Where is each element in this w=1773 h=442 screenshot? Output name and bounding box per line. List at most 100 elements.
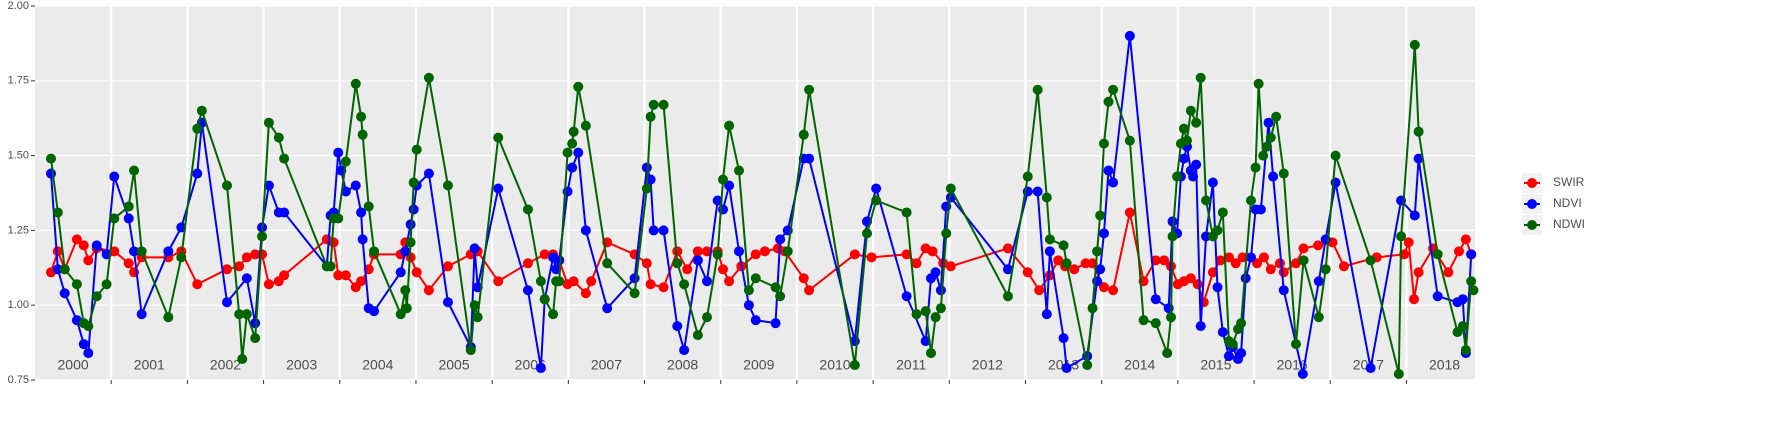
data-point: [1022, 267, 1033, 278]
data-point: [568, 126, 579, 137]
data-point: [775, 234, 786, 245]
data-point: [1265, 132, 1276, 143]
data-point: [1297, 369, 1308, 380]
data-point: [493, 276, 504, 287]
data-point: [52, 246, 63, 257]
data-point: [1443, 267, 1454, 278]
data-point: [580, 120, 591, 131]
data-point: [770, 282, 781, 293]
data-point: [1460, 345, 1471, 356]
data-point: [400, 246, 411, 257]
data-point: [1255, 204, 1266, 215]
legend-label: SWIR: [1553, 175, 1585, 189]
data-point: [1262, 141, 1272, 152]
data-point: [645, 111, 656, 122]
data-point: [1403, 237, 1414, 248]
data-point: [724, 276, 735, 287]
data-point: [1227, 339, 1238, 350]
data-point: [1032, 186, 1043, 197]
data-point: [804, 285, 815, 296]
data-point: [1002, 291, 1013, 302]
data-point: [1087, 303, 1098, 314]
data-point: [804, 153, 815, 164]
data-point: [567, 138, 578, 149]
data-point: [192, 279, 203, 290]
data-point: [849, 360, 860, 371]
data-point: [78, 240, 89, 251]
data-point: [1103, 96, 1114, 107]
data-point: [52, 207, 63, 218]
data-point: [250, 249, 261, 260]
data-point: [1080, 258, 1091, 269]
data-point: [1432, 249, 1443, 260]
data-point: [712, 195, 723, 206]
data-point: [469, 243, 480, 254]
data-point: [568, 276, 579, 287]
data-point: [136, 246, 147, 257]
data-point: [1058, 240, 1069, 251]
data-point: [423, 72, 434, 83]
data-point: [340, 186, 351, 197]
data-point: [750, 315, 761, 326]
data-point: [279, 153, 290, 164]
data-point: [176, 252, 187, 263]
data-point: [1069, 264, 1080, 275]
data-point: [759, 246, 770, 257]
data-point: [1236, 318, 1247, 329]
data-point: [692, 255, 703, 266]
data-point: [1044, 246, 1055, 257]
data-point: [465, 345, 476, 356]
data-point: [1092, 246, 1103, 257]
data-point: [770, 318, 781, 329]
data-point: [1061, 258, 1072, 269]
data-point: [1460, 234, 1471, 245]
data-point: [1268, 171, 1279, 182]
year-label: 2015: [1200, 357, 1231, 373]
data-point: [862, 228, 872, 239]
data-point: [1278, 285, 1289, 296]
data-point: [1192, 279, 1203, 290]
data-point: [798, 273, 809, 284]
data-point: [222, 180, 232, 191]
data-point: [241, 252, 252, 263]
data-point: [535, 363, 546, 374]
data-point: [325, 261, 336, 272]
data-point: [1413, 153, 1424, 164]
data-point: [1095, 210, 1106, 221]
data-point: [1313, 276, 1324, 287]
data-point: [59, 264, 70, 275]
data-point: [408, 204, 419, 215]
data-point: [83, 321, 94, 332]
data-point: [442, 180, 453, 191]
year-label: 2008: [667, 357, 698, 373]
data-point: [682, 264, 693, 275]
y-tick-label: 1.50: [8, 150, 29, 162]
data-point: [1298, 255, 1309, 266]
data-point: [356, 207, 367, 218]
data-point: [1246, 195, 1256, 206]
data-point: [648, 99, 659, 110]
data-point: [109, 246, 120, 257]
data-point: [702, 276, 712, 287]
data-point: [1263, 117, 1274, 128]
data-point: [411, 144, 422, 155]
data-point: [1098, 282, 1109, 293]
data-point: [1185, 273, 1196, 284]
data-point: [1185, 105, 1196, 116]
data-point: [493, 183, 504, 194]
data-point: [1159, 255, 1170, 266]
data-point: [1002, 243, 1013, 254]
data-point: [1044, 234, 1055, 245]
data-point: [1258, 150, 1269, 161]
data-point: [333, 213, 344, 224]
data-point: [129, 246, 140, 257]
data-point: [469, 300, 480, 311]
data-point: [641, 162, 652, 173]
data-point: [71, 234, 82, 245]
data-point: [945, 261, 956, 272]
data-point: [1330, 150, 1341, 161]
legend-point: [1527, 220, 1537, 230]
data-point: [866, 252, 877, 263]
data-point: [1150, 318, 1161, 329]
